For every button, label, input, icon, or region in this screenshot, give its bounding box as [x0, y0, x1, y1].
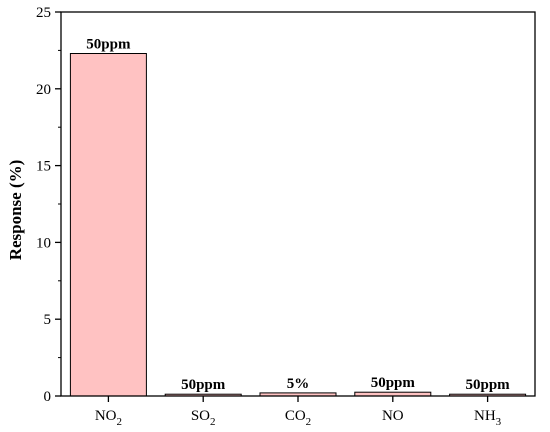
x-tick-label: NO2 — [95, 408, 122, 428]
x-tick-label-base: NO — [382, 408, 404, 424]
y-tick-label: 20 — [36, 82, 51, 98]
bar-value-label: 50ppm — [86, 37, 131, 53]
y-axis-title: Response (%) — [6, 160, 25, 261]
y-tick-label: 0 — [44, 389, 52, 405]
x-tick-label-base: CO — [285, 408, 306, 424]
x-tick-label-subscript: 3 — [496, 416, 502, 428]
bar-value-label: 5% — [287, 376, 310, 392]
x-tick-label: CO2 — [285, 408, 311, 428]
x-tick-label: NO — [382, 408, 404, 424]
x-tick-label-base: NO — [95, 408, 117, 424]
x-tick-label-subscript: 2 — [306, 416, 312, 428]
x-tick-label-subscript: 2 — [210, 416, 216, 428]
bar-value-label: 50ppm — [466, 377, 511, 393]
y-tick-label: 25 — [36, 5, 51, 21]
bar-value-label: 50ppm — [181, 377, 226, 393]
x-tick-label-subscript: 2 — [116, 416, 122, 428]
x-tick-label-base: NH — [474, 408, 496, 424]
bar — [69, 53, 147, 397]
x-tick-label-base: SO — [191, 408, 210, 424]
bar-value-label: 50ppm — [371, 375, 416, 391]
y-tick-label: 15 — [36, 159, 51, 175]
y-tick-label: 5 — [44, 312, 52, 328]
x-tick-label: NH3 — [474, 408, 502, 428]
x-tick-label: SO2 — [191, 408, 216, 428]
y-tick-label: 10 — [36, 235, 51, 251]
